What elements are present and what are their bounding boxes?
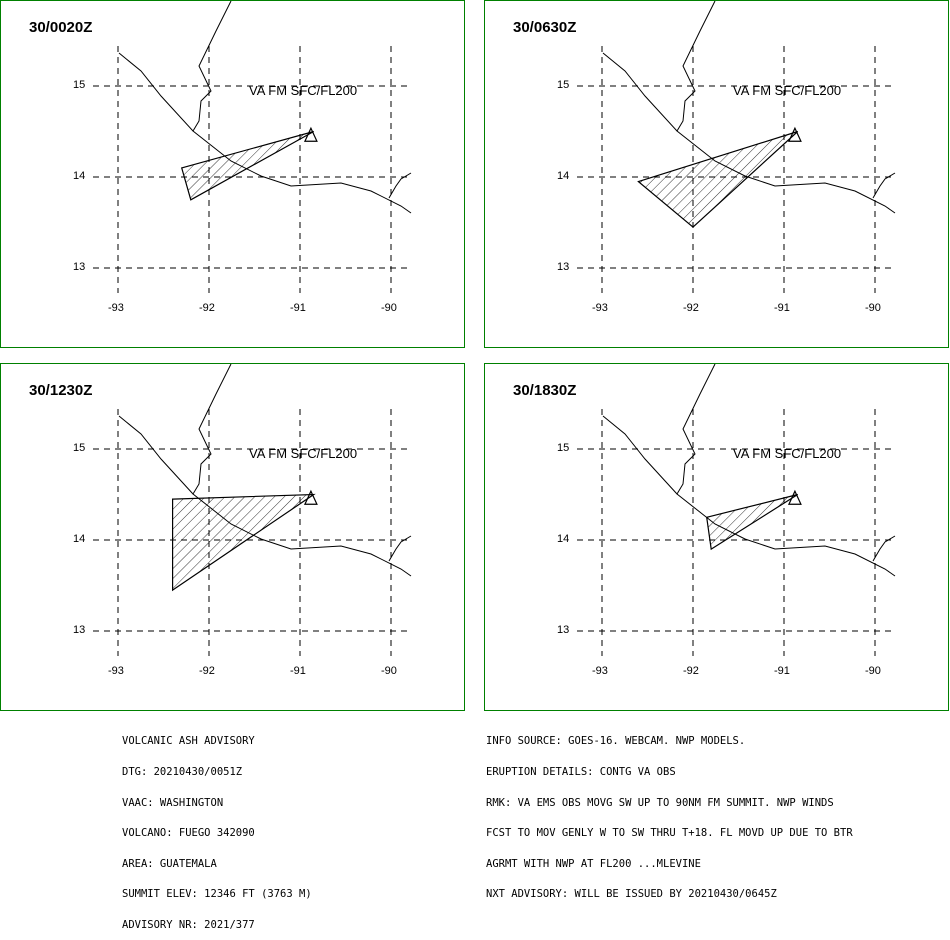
advisory-line: ADVISORY NR: 2021/377 — [122, 918, 255, 931]
map-panel-4: 30/1830Z VA FM SFC/FL200 15 14 13 -93 -9… — [484, 363, 949, 711]
lon-label-90: -90 — [865, 302, 881, 314]
lat-label-13: 13 — [557, 261, 570, 273]
advisory-line: RMK: VA EMS OBS MOVG SW UP TO 90NM FM SU… — [486, 796, 834, 809]
lat-label-15: 15 — [73, 79, 86, 91]
va-level-label: VA FM SFC/FL200 — [249, 446, 358, 461]
lon-label-91: -91 — [290, 302, 306, 314]
va-level-label: VA FM SFC/FL200 — [249, 83, 358, 98]
lat-label-15: 15 — [73, 442, 86, 454]
lon-label-91: -91 — [774, 302, 790, 314]
advisory-right-block: INFO SOURCE: GOES-16. WEBCAM. NWP MODELS… — [486, 716, 853, 910]
advisory-line: VOLCANO: FUEGO 342090 — [122, 827, 255, 840]
coastline — [118, 52, 194, 132]
lon-label-90: -90 — [381, 665, 397, 677]
advisory-line: SUMMIT ELEV: 12346 FT (3763 M) — [122, 888, 312, 901]
lon-label-90: -90 — [381, 302, 397, 314]
coastline — [872, 172, 896, 199]
advisory-line: ERUPTION DETAILS: CONTG VA OBS — [486, 766, 676, 778]
lat-label-14: 14 — [73, 170, 86, 182]
advisory-line: NXT ADVISORY: WILL BE ISSUED BY 20210430… — [486, 888, 777, 901]
lon-label-91: -91 — [774, 665, 790, 677]
coastline — [602, 52, 678, 132]
advisory-left-block: VOLCANIC ASH ADVISORY DTG: 20210430/0051… — [122, 716, 312, 940]
lat-label-13: 13 — [557, 624, 570, 636]
advisory-line: AREA: GUATEMALA — [122, 857, 217, 870]
coastline — [388, 535, 412, 562]
volcano-icon — [787, 489, 802, 505]
volcano-icon — [303, 126, 318, 142]
coastline — [602, 415, 678, 495]
lon-label-91: -91 — [290, 665, 306, 677]
lat-label-14: 14 — [557, 533, 570, 545]
coastline — [872, 535, 896, 562]
va-level-label: VA FM SFC/FL200 — [733, 83, 842, 98]
advisory-line: VAAC: WASHINGTON — [122, 796, 224, 809]
lon-label-93: -93 — [592, 302, 608, 314]
ash-cloud-polygon — [180, 130, 314, 201]
va-level-label: VA FM SFC/FL200 — [733, 446, 842, 461]
lat-label-15: 15 — [557, 79, 570, 91]
panel-time-label: 30/0630Z — [513, 19, 577, 36]
map-panel-3: 30/1230Z VA FM SFC/FL200 15 14 13 -93 -9… — [0, 363, 465, 711]
panel-time-label: 30/1230Z — [29, 382, 93, 399]
coastline — [676, 364, 896, 577]
lat-label-15: 15 — [557, 442, 570, 454]
map-canvas — [577, 1, 896, 293]
volcano-icon — [303, 489, 318, 505]
panel-time-label: 30/1830Z — [513, 382, 577, 399]
coastline — [388, 172, 412, 199]
lon-label-93: -93 — [108, 302, 124, 314]
lon-label-92: -92 — [199, 302, 215, 314]
map-panel-1: 30/0020Z VA FM SFC/FL200 15 14 13 -93 -9… — [0, 0, 465, 348]
advisory-line: AGRMT WITH NWP AT FL200 ...MLEVINE — [486, 857, 701, 870]
lat-label-13: 13 — [73, 624, 86, 636]
lon-label-92: -92 — [683, 665, 699, 677]
panel-time-label: 30/0020Z — [29, 19, 93, 36]
lat-label-14: 14 — [73, 533, 86, 545]
map-canvas — [93, 1, 412, 293]
advisory-line: DTG: 20210430/0051Z — [122, 766, 243, 778]
lon-label-93: -93 — [108, 665, 124, 677]
advisory-line: INFO SOURCE: GOES-16. WEBCAM. NWP MODELS… — [486, 735, 746, 748]
lon-label-92: -92 — [683, 302, 699, 314]
coastline — [192, 1, 412, 214]
advisory-line: FCST TO MOV GENLY W TO SW THRU T+18. FL … — [486, 827, 853, 840]
ash-cloud-polygon — [172, 493, 316, 592]
coastline — [676, 1, 896, 214]
lat-label-14: 14 — [557, 170, 570, 182]
lon-label-93: -93 — [592, 665, 608, 677]
advisory-line: VOLCANIC ASH ADVISORY — [122, 735, 255, 748]
map-canvas — [577, 364, 896, 656]
coastline — [118, 415, 194, 495]
ash-cloud-polygon — [637, 130, 799, 228]
map-panel-2: 30/0630Z VA FM SFC/FL200 15 14 13 -93 -9… — [484, 0, 949, 348]
map-canvas — [93, 364, 412, 656]
lon-label-92: -92 — [199, 665, 215, 677]
volcano-icon — [787, 126, 802, 142]
ash-cloud-polygon — [706, 493, 799, 551]
lat-label-13: 13 — [73, 261, 86, 273]
lon-label-90: -90 — [865, 665, 881, 677]
